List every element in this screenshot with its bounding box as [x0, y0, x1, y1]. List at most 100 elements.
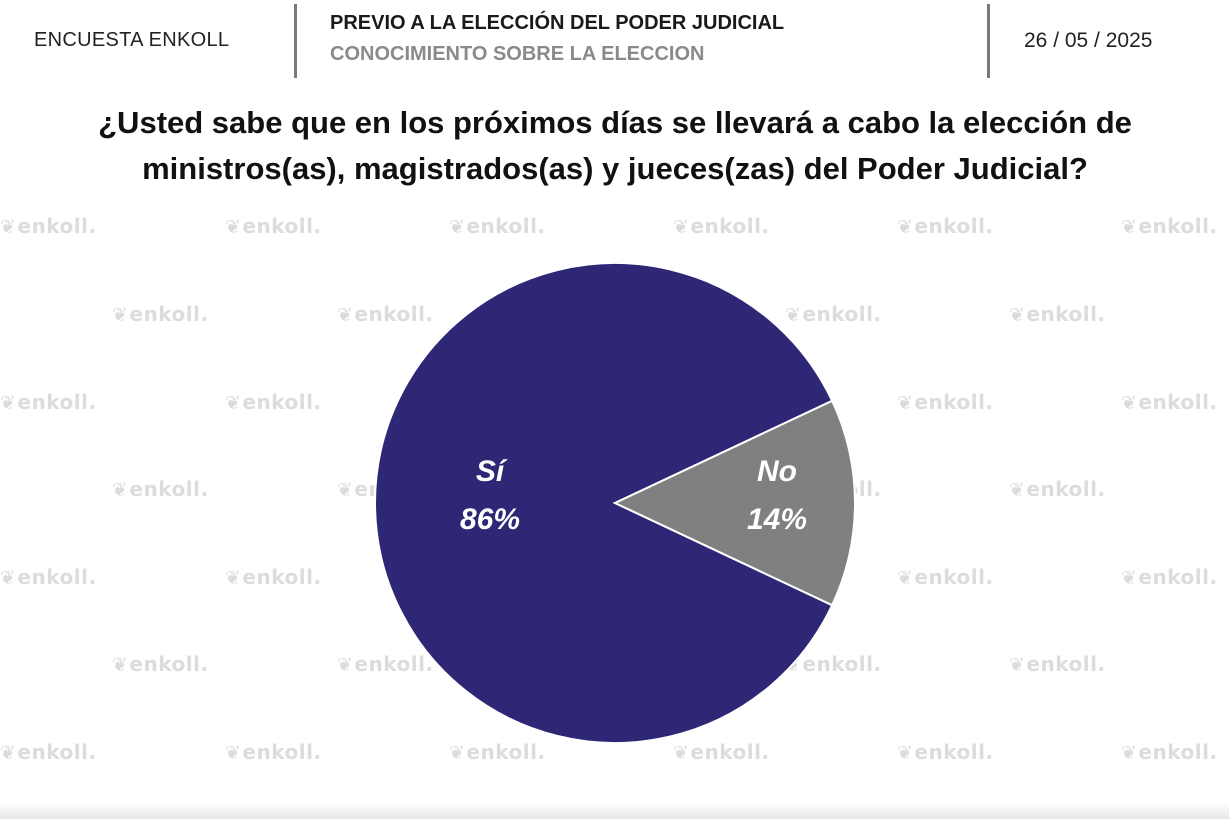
header-divider-right [987, 4, 990, 78]
watermark-logo: ❦enkoll. [0, 390, 97, 414]
watermark-text: enkoll. [17, 565, 97, 589]
watermark-logo: ❦enkoll. [673, 740, 770, 764]
watermark-text: enkoll. [354, 652, 434, 676]
watermark-logo: ❦enkoll. [1121, 565, 1218, 589]
watermark-text: enkoll. [17, 390, 97, 414]
watermark-text: enkoll. [1026, 477, 1106, 501]
watermark-logo: ❦enkoll. [1009, 652, 1106, 676]
leaf-icon: ❦ [225, 567, 242, 589]
watermark-logo: ❦enkoll. [1009, 477, 1106, 501]
slice-value-no: 14% [747, 503, 807, 536]
watermark-text: enkoll. [242, 390, 322, 414]
leaf-icon: ❦ [673, 216, 690, 238]
watermark-text: enkoll. [1138, 740, 1218, 764]
leaf-icon: ❦ [897, 567, 914, 589]
watermark-logo: ❦enkoll. [897, 565, 994, 589]
header-divider-left [294, 4, 297, 78]
leaf-icon: ❦ [337, 304, 354, 326]
watermark-text: enkoll. [914, 214, 994, 238]
watermark-text: enkoll. [802, 652, 882, 676]
watermark-logo: ❦enkoll. [449, 740, 546, 764]
leaf-icon: ❦ [1121, 567, 1138, 589]
watermark-text: enkoll. [1138, 214, 1218, 238]
brand-label: ENCUESTA ENKOLL [34, 29, 230, 51]
watermark-logo: ❦enkoll. [112, 652, 209, 676]
leaf-icon: ❦ [112, 479, 129, 501]
leaf-icon: ❦ [449, 216, 466, 238]
watermark-text: enkoll. [1138, 565, 1218, 589]
watermark-logo: ❦enkoll. [673, 214, 770, 238]
watermark-logo: ❦enkoll. [449, 214, 546, 238]
watermark-text: enkoll. [17, 214, 97, 238]
watermark-text: enkoll. [690, 214, 770, 238]
leaf-icon: ❦ [1009, 304, 1026, 326]
watermark-text: enkoll. [802, 302, 882, 326]
leaf-icon: ❦ [897, 392, 914, 414]
watermark-text: enkoll. [1138, 390, 1218, 414]
watermark-text: enkoll. [1026, 302, 1106, 326]
watermark-text: enkoll. [129, 477, 209, 501]
leaf-icon: ❦ [785, 304, 802, 326]
leaf-icon: ❦ [112, 654, 129, 676]
watermark-logo: ❦enkoll. [0, 214, 97, 238]
watermark-text: enkoll. [354, 302, 434, 326]
leaf-icon: ❦ [1009, 654, 1026, 676]
leaf-icon: ❦ [225, 392, 242, 414]
slice-label-no: No [757, 455, 797, 488]
watermark-logo: ❦enkoll. [112, 477, 209, 501]
watermark-logo: ❦enkoll. [1009, 302, 1106, 326]
watermark-text: enkoll. [914, 390, 994, 414]
pie-slice-no [612, 399, 856, 607]
leaf-icon: ❦ [449, 742, 466, 764]
leaf-icon: ❦ [0, 392, 17, 414]
watermark-logo: ❦enkoll. [112, 302, 209, 326]
watermark-text: enkoll. [129, 652, 209, 676]
leaf-icon: ❦ [337, 654, 354, 676]
slice-value-si: 86% [460, 503, 520, 536]
watermark-logo: ❦enkoll. [897, 740, 994, 764]
watermark-text: enkoll. [466, 214, 546, 238]
watermark-logo: ❦enkoll. [1121, 390, 1218, 414]
watermark-text: enkoll. [242, 214, 322, 238]
leaf-icon: ❦ [673, 742, 690, 764]
watermark-text: enkoll. [466, 740, 546, 764]
watermark-logo: ❦enkoll. [225, 214, 322, 238]
watermark-logo: ❦enkoll. [225, 390, 322, 414]
leaf-icon: ❦ [1009, 479, 1026, 501]
watermark-logo: ❦enkoll. [1121, 740, 1218, 764]
watermark-text: enkoll. [914, 565, 994, 589]
report-date: 26 / 05 / 2025 [1024, 29, 1153, 52]
watermark-logo: ❦enkoll. [0, 565, 97, 589]
watermark-text: enkoll. [17, 740, 97, 764]
watermark-logo: ❦enkoll. [897, 214, 994, 238]
watermark-text: enkoll. [242, 565, 322, 589]
report-title: PREVIO A LA ELECCIÓN DEL PODER JUDICIAL [330, 12, 785, 34]
leaf-icon: ❦ [112, 304, 129, 326]
leaf-icon: ❦ [0, 567, 17, 589]
watermark-text: enkoll. [129, 302, 209, 326]
leaf-icon: ❦ [1121, 392, 1138, 414]
watermark-text: enkoll. [1026, 652, 1106, 676]
watermark-logo: ❦enkoll. [0, 740, 97, 764]
watermark-logo: ❦enkoll. [785, 302, 882, 326]
leaf-icon: ❦ [897, 216, 914, 238]
leaf-icon: ❦ [225, 742, 242, 764]
watermark-logo: ❦enkoll. [897, 390, 994, 414]
report-subtitle: CONOCIMIENTO SOBRE LA ELECCION [330, 43, 705, 65]
watermark-logo: ❦enkoll. [225, 565, 322, 589]
footer-shadow [0, 803, 1229, 819]
watermark-logo: ❦enkoll. [1121, 214, 1218, 238]
header: ENCUESTA ENKOLL PREVIO A LA ELECCIÓN DEL… [0, 0, 1229, 80]
leaf-icon: ❦ [225, 216, 242, 238]
slice-label-si: Sí [476, 455, 508, 488]
watermark-logo: ❦enkoll. [337, 302, 434, 326]
question-text: ¿Usted sabe que en los próximos días se … [98, 105, 1132, 186]
leaf-icon: ❦ [897, 742, 914, 764]
pie-slice-si [374, 262, 834, 744]
leaf-icon: ❦ [1121, 742, 1138, 764]
watermark-text: enkoll. [914, 740, 994, 764]
watermark-text: enkoll. [242, 740, 322, 764]
leaf-icon: ❦ [0, 742, 17, 764]
watermark-logo: ❦enkoll. [337, 652, 434, 676]
